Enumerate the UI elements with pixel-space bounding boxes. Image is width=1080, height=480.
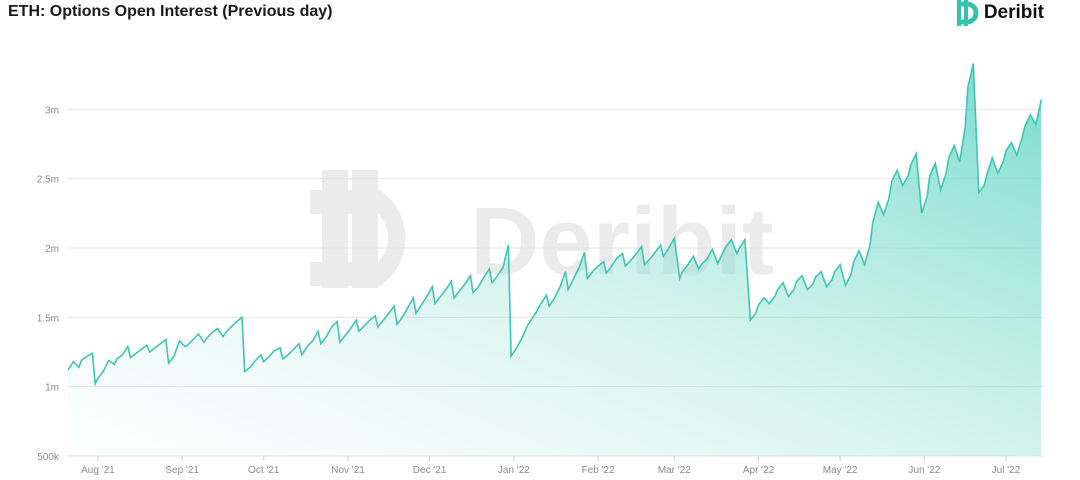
y-tick-label: 3m <box>45 105 59 116</box>
y-axis: 500k 1m 1.5m 2m 2.5m 3m <box>37 105 60 463</box>
x-tick-label: Feb '22 <box>582 465 615 476</box>
y-tick-label: 1m <box>45 383 59 394</box>
y-tick-label: 500k <box>37 452 60 463</box>
x-tick-label: May '22 <box>823 465 858 476</box>
series-area <box>68 63 1042 456</box>
x-tick-label: Nov '21 <box>331 465 365 476</box>
y-tick-label: 2m <box>45 244 59 255</box>
brand-name: Deribit <box>983 2 1044 23</box>
x-tick-label: Jun '22 <box>908 465 940 476</box>
y-tick-label: 2.5m <box>37 175 59 186</box>
x-tick-label: Oct '21 <box>248 465 280 476</box>
watermark: Deribit <box>310 170 774 295</box>
x-tick-label: Jan '22 <box>498 465 530 476</box>
brand-logo: Deribit <box>954 0 1044 26</box>
y-tick-label: 1.5m <box>37 313 59 324</box>
x-tick-label: Aug '21 <box>81 465 115 476</box>
x-tick-label: Dec '21 <box>413 465 447 476</box>
x-tick-label: Jul '22 <box>992 465 1021 476</box>
x-tick-label: Mar '22 <box>658 465 691 476</box>
deribit-logo-icon <box>956 0 979 26</box>
chart-title: ETH: Options Open Interest (Previous day… <box>8 3 333 20</box>
x-axis: Aug '21 Sep '21 Oct '21 Nov '21 Dec '21 Jan '… <box>81 456 1021 476</box>
series-line <box>67 63 1043 387</box>
x-tick-label: Sep '21 <box>165 465 199 476</box>
x-tick-label: Apr '22 <box>743 465 775 476</box>
